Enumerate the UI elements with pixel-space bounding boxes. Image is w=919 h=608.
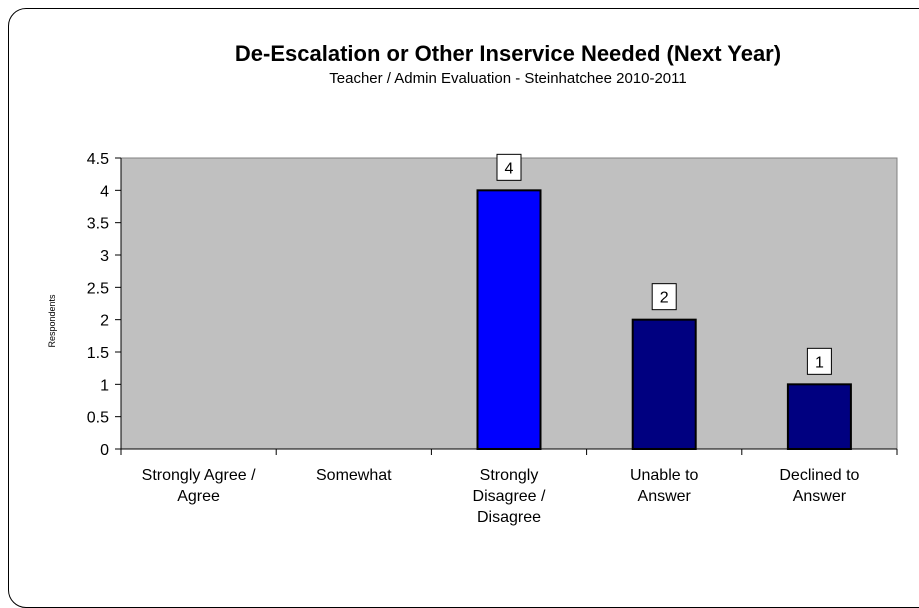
category-label-0-1: Agree	[177, 488, 220, 505]
bar-3	[631, 318, 697, 450]
category-label-4-0: Declined to	[779, 467, 859, 484]
y-tick-label-0: 0	[100, 442, 109, 459]
y-axis-label: Respondents	[47, 294, 57, 348]
y-tick-label-5: 2.5	[87, 280, 109, 297]
category-label-1-0: Somewhat	[316, 467, 392, 484]
data-label-box-2	[496, 153, 522, 181]
category-label-4-1: Answer	[793, 488, 847, 505]
chart-title: De-Escalation or Other Inservice Needed …	[235, 41, 781, 66]
data-label-3: 2	[660, 290, 669, 307]
data-label-4: 1	[815, 354, 824, 371]
category-label-2-1: Disagree /	[473, 488, 546, 505]
data-label-box-4	[806, 347, 832, 375]
y-tick-label-9: 4.5	[87, 151, 109, 168]
category-label-3-0: Unable to	[630, 467, 699, 484]
data-label-box-3	[651, 283, 677, 311]
y-tick-label-3: 1.5	[87, 345, 109, 362]
bar-2	[476, 189, 542, 450]
category-label-2-2: Disagree	[477, 509, 541, 526]
y-tick-label-4: 2	[100, 313, 109, 330]
category-label-0-0: Strongly Agree /	[142, 467, 256, 484]
data-label-2: 4	[505, 160, 514, 177]
y-tick-label-7: 3.5	[87, 216, 109, 233]
y-tick-label-1: 0.5	[87, 410, 109, 427]
bar-4	[786, 383, 852, 451]
category-label-2-0: Strongly	[480, 467, 539, 484]
y-tick-label-8: 4	[100, 183, 109, 200]
category-label-3-1: Answer	[638, 488, 692, 505]
y-tick-label-2: 1	[100, 377, 109, 394]
y-tick-label-6: 3	[100, 248, 109, 265]
chart-subtitle: Teacher / Admin Evaluation - Steinhatche…	[329, 70, 686, 87]
bar-chart: De-Escalation or Other Inservice Needed …	[47, 41, 898, 526]
